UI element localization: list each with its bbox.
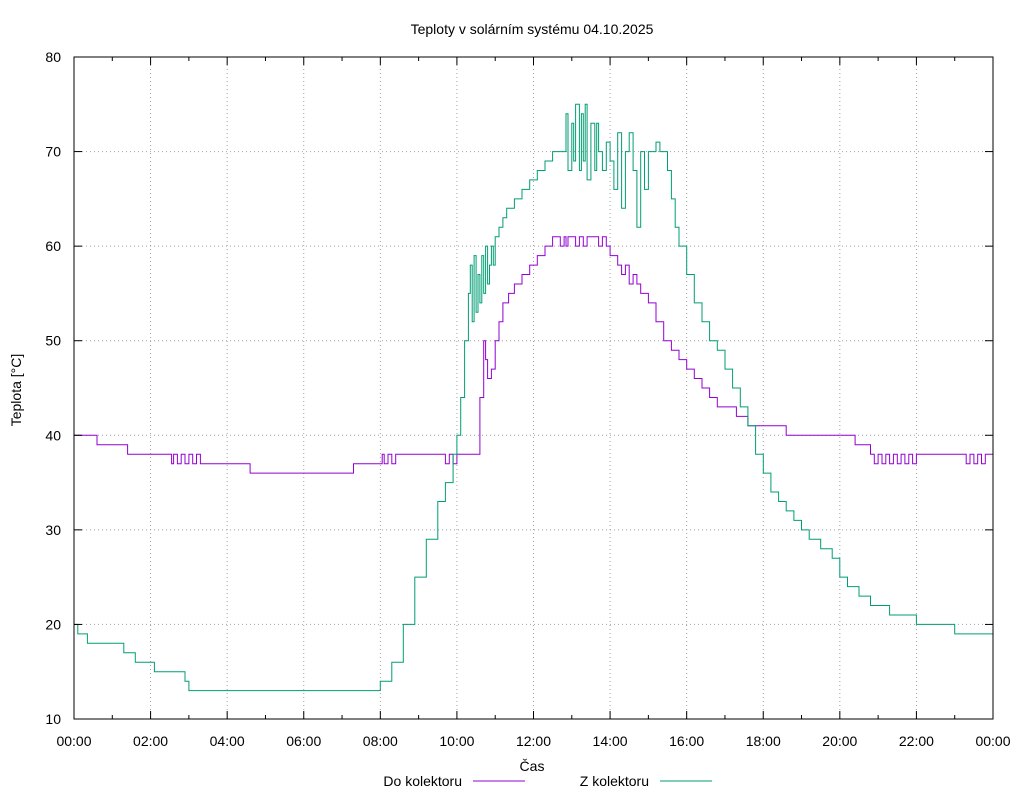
- x-tick-label: 00:00: [975, 733, 1010, 749]
- tick-layer: [73, 56, 994, 720]
- y-tick-label: 40: [45, 427, 61, 443]
- x-tick-label: 02:00: [133, 733, 168, 749]
- y-axis-label: Teplota [°C]: [8, 354, 24, 427]
- y-tick-label: 60: [45, 238, 61, 254]
- x-tick-label: 20:00: [822, 733, 857, 749]
- series-line-do-kolektoru: [74, 236, 994, 474]
- y-tick-label: 80: [45, 49, 61, 65]
- legend: Do kolektoru Z kolektoru: [383, 773, 712, 789]
- x-tick-label: 16:00: [669, 733, 704, 749]
- chart-title: Teploty v solárním systému 04.10.2025: [411, 21, 654, 37]
- x-tick-label: 12:00: [516, 733, 551, 749]
- x-tick-label: 14:00: [593, 733, 628, 749]
- y-tick-label: 50: [45, 333, 61, 349]
- x-tick-label: 00:00: [56, 733, 91, 749]
- x-axis-label: Čas: [520, 758, 545, 774]
- y-tick-label: 70: [45, 144, 61, 160]
- plot-frame: [73, 56, 994, 720]
- x-tick-label: 22:00: [899, 733, 934, 749]
- x-tick-label: 10:00: [439, 733, 474, 749]
- x-tick-label: 08:00: [363, 733, 398, 749]
- x-tick-label: 06:00: [286, 733, 321, 749]
- y-tick-label: 30: [45, 522, 61, 538]
- x-tick-label: 18:00: [746, 733, 781, 749]
- series-line-z-kolektoru: [74, 103, 993, 692]
- y-tick-label: 20: [45, 616, 61, 632]
- series-layer: [74, 103, 994, 692]
- label-layer: 00:00 02:00 04:00 06:00 08:00 10:00 12:00 14:00…: [45, 49, 1010, 749]
- y-tick-label: 10: [45, 711, 61, 727]
- grid-layer: [74, 57, 993, 719]
- legend-label-z-kolektoru: Z kolektoru: [580, 773, 649, 789]
- legend-label-do-kolektoru: Do kolektoru: [383, 773, 462, 789]
- x-tick-label: 04:00: [210, 733, 245, 749]
